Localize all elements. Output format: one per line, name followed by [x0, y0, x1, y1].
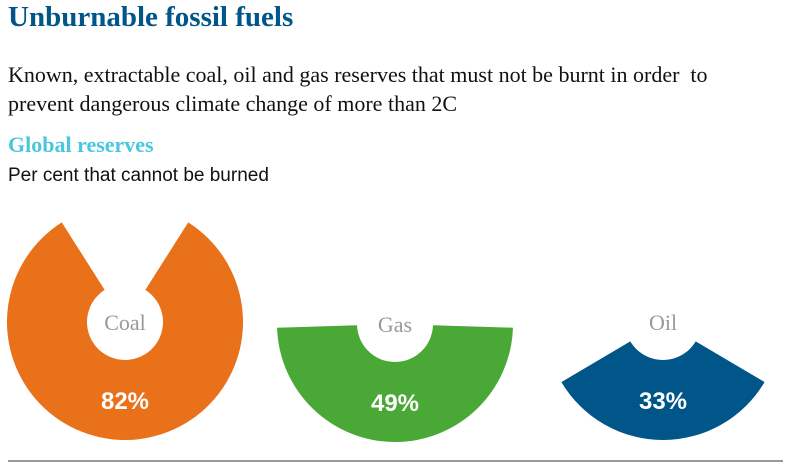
axis-label: Per cent that cannot be burned: [8, 165, 269, 186]
chart-title: Unburnable fossil fuels: [8, 1, 293, 33]
category-label: Oil: [649, 310, 677, 335]
category-label: Gas: [378, 312, 412, 337]
chart-subtitle: Known, extractable coal, oil and gas res…: [8, 62, 714, 116]
category-label: Coal: [104, 310, 146, 335]
subtitle-box: Known, extractable coal, oil and gas res…: [8, 62, 714, 116]
donut-segment: [7, 222, 243, 440]
value-label: 49%: [371, 390, 419, 417]
donut-segment: [277, 325, 513, 443]
value-label: 82%: [101, 388, 149, 415]
section-title: Global reserves: [8, 132, 154, 157]
donut-segment: [561, 341, 765, 440]
value-label: 33%: [639, 388, 687, 415]
